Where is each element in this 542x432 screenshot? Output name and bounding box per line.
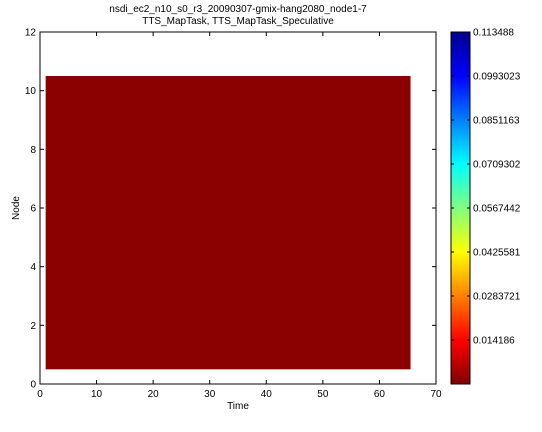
x-axis-label: Time [227, 401, 249, 412]
colorbar-tick-label: 0.0567442 [473, 203, 521, 214]
y-tick-label: 0 [30, 380, 36, 391]
y-tick-label: 12 [25, 28, 37, 39]
y-tick-label: 8 [30, 145, 36, 156]
y-tick-label: 2 [30, 321, 36, 332]
colorbar-tick-label: 0.0709302 [473, 159, 521, 170]
x-tick-label: 20 [148, 389, 160, 400]
colorbar-tick-label: 0.0851163 [473, 115, 520, 126]
x-tick-label: 10 [91, 389, 103, 400]
y-axis-label: Node [11, 196, 22, 220]
x-tick-label: 0 [37, 389, 43, 400]
y-tick-label: 6 [30, 204, 36, 215]
colorbar-tick-label: 0.0425581 [473, 247, 521, 258]
colorbar-tick-label: 0.113488 [473, 28, 514, 39]
x-tick-label: 60 [374, 389, 386, 400]
y-tick-label: 4 [30, 262, 36, 273]
x-tick-label: 30 [204, 389, 216, 400]
colorbar-tick-label: 0.0993023 [473, 71, 521, 82]
x-tick-label: 50 [317, 389, 329, 400]
heatmap-cell-0 [46, 76, 411, 369]
colorbar-tick-label: 0.0283721 [473, 291, 521, 302]
colorbar-tick-label: 0.014186 [473, 336, 515, 347]
x-tick-label: 70 [430, 389, 442, 400]
x-tick-label: 40 [261, 389, 273, 400]
y-tick-label: 10 [25, 86, 37, 97]
